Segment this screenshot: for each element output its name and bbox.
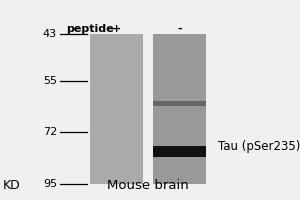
- Text: 72: 72: [43, 127, 57, 137]
- Bar: [153, 101, 206, 106]
- Text: +: +: [112, 24, 121, 34]
- Text: 95: 95: [43, 179, 57, 189]
- Text: peptide: peptide: [66, 24, 114, 34]
- Bar: [153, 146, 206, 157]
- Text: 55: 55: [43, 76, 57, 86]
- Text: Mouse brain: Mouse brain: [107, 179, 189, 192]
- Bar: [90, 34, 142, 184]
- Text: -: -: [177, 24, 182, 34]
- Text: Tau (pSer235): Tau (pSer235): [218, 140, 300, 153]
- Text: KD: KD: [3, 179, 21, 192]
- Bar: [153, 34, 206, 184]
- Text: 43: 43: [43, 29, 57, 39]
